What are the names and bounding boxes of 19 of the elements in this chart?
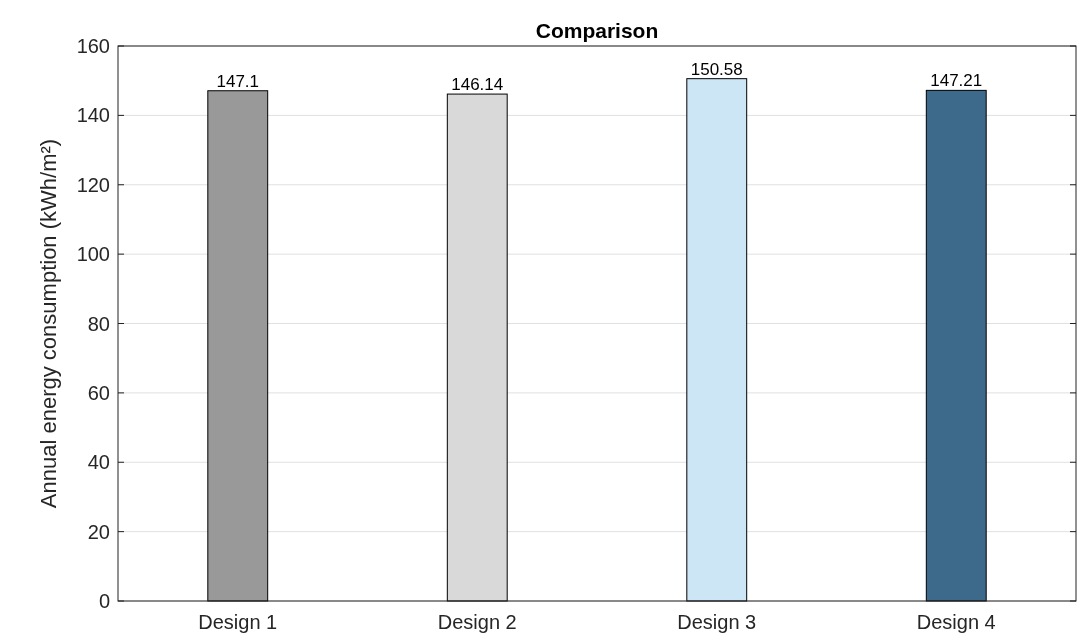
y-tick-label: 60 — [87, 381, 110, 404]
x-tick-label: Design 3 — [677, 611, 757, 633]
x-tick-label: Design 4 — [916, 611, 996, 633]
y-tick-label: 140 — [76, 104, 110, 127]
y-tick-label: 0 — [98, 590, 110, 612]
y-tick-label: 100 — [76, 243, 110, 266]
y-tick-label: 80 — [87, 312, 110, 335]
y-tick-label: 120 — [76, 173, 110, 196]
y-tick-label: 160 — [76, 35, 110, 57]
y-axis-title: Annual energy consumption (kWh/m²) — [36, 138, 61, 509]
x-tick-label: Design 2 — [437, 611, 517, 633]
y-tick-label: 20 — [87, 520, 110, 543]
chart-title: Comparison — [535, 19, 659, 42]
data-label: 147.1 — [216, 71, 260, 91]
data-label: 146.14 — [451, 75, 504, 95]
data-label: 150.58 — [690, 59, 743, 79]
data-label: 147.21 — [930, 71, 983, 91]
x-tick-label: Design 1 — [198, 611, 278, 633]
y-tick-label: 40 — [87, 451, 110, 474]
